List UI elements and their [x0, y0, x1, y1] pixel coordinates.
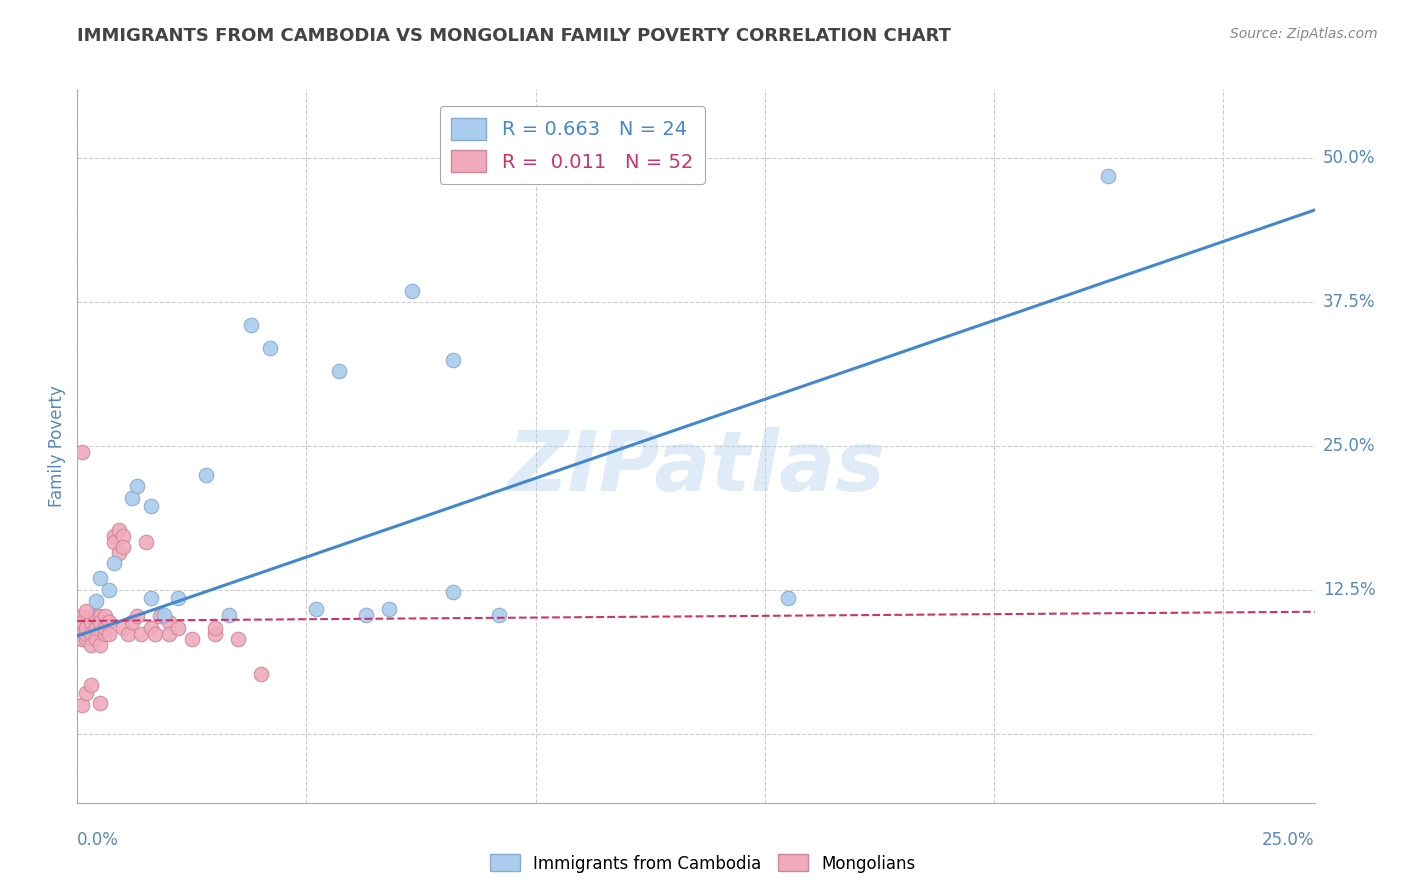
Point: [94, 609, 117, 624]
Point: [131, 626, 153, 640]
Text: ZIPatlas: ZIPatlas: [508, 427, 884, 508]
Point: [121, 615, 143, 629]
Point: [70, 698, 93, 712]
Text: IMMIGRANTS FROM CAMBODIA VS MONGOLIAN FAMILY POVERTY CORRELATION CHART: IMMIGRANTS FROM CAMBODIA VS MONGOLIAN FA…: [77, 27, 952, 45]
Point: [488, 608, 510, 623]
Point: [153, 608, 176, 623]
Point: [157, 615, 180, 629]
Point: [103, 557, 125, 571]
Point: [103, 534, 125, 549]
Point: [240, 318, 263, 333]
Point: [70, 609, 93, 624]
Point: [94, 626, 117, 640]
Point: [84, 632, 107, 647]
Point: [249, 666, 271, 681]
Text: Source: ZipAtlas.com: Source: ZipAtlas.com: [1230, 27, 1378, 41]
Point: [112, 529, 135, 543]
Point: [70, 632, 93, 647]
Point: [70, 626, 93, 640]
Point: [80, 638, 103, 652]
Point: [89, 638, 111, 652]
Legend: R = 0.663   N = 24, R =  0.011   N = 52: R = 0.663 N = 24, R = 0.011 N = 52: [440, 106, 704, 184]
Text: 50.0%: 50.0%: [1323, 149, 1375, 168]
Y-axis label: Family Poverty: Family Poverty: [48, 385, 66, 507]
Point: [103, 529, 125, 543]
Point: [117, 626, 139, 640]
Point: [157, 626, 180, 640]
Point: [204, 621, 226, 635]
Point: [125, 609, 148, 624]
Point: [76, 626, 98, 640]
Point: [76, 621, 98, 635]
Legend: Immigrants from Cambodia, Mongolians: Immigrants from Cambodia, Mongolians: [484, 847, 922, 880]
Point: [76, 604, 98, 618]
Point: [112, 621, 135, 635]
Point: [328, 364, 350, 378]
Point: [70, 615, 93, 629]
Point: [378, 602, 401, 616]
Text: 37.5%: 37.5%: [1323, 293, 1375, 311]
Point: [125, 479, 148, 493]
Point: [139, 499, 162, 513]
Point: [204, 626, 226, 640]
Text: 12.5%: 12.5%: [1323, 581, 1375, 599]
Point: [143, 626, 166, 640]
Point: [80, 678, 103, 692]
Point: [70, 444, 93, 458]
Point: [80, 609, 103, 624]
Point: [84, 621, 107, 635]
Point: [80, 615, 103, 629]
Point: [98, 626, 121, 640]
Point: [89, 571, 111, 585]
Text: 0.0%: 0.0%: [77, 831, 120, 849]
Point: [89, 609, 111, 624]
Point: [112, 541, 135, 555]
Point: [1097, 169, 1119, 183]
Point: [167, 591, 190, 605]
Point: [167, 621, 190, 635]
Point: [89, 615, 111, 629]
Point: [76, 632, 98, 647]
Point: [70, 621, 93, 635]
Text: 25.0%: 25.0%: [1263, 831, 1315, 849]
Point: [98, 582, 121, 597]
Point: [218, 608, 240, 623]
Point: [107, 523, 129, 537]
Point: [139, 621, 162, 635]
Point: [441, 352, 464, 367]
Point: [135, 534, 157, 549]
Point: [121, 491, 143, 505]
Point: [76, 686, 98, 700]
Point: [194, 467, 217, 482]
Text: 25.0%: 25.0%: [1323, 437, 1375, 455]
Point: [226, 632, 249, 647]
Point: [149, 609, 172, 624]
Point: [107, 546, 129, 560]
Point: [80, 626, 103, 640]
Point: [441, 585, 464, 599]
Point: [98, 615, 121, 629]
Point: [401, 284, 423, 298]
Point: [139, 591, 162, 605]
Point: [89, 696, 111, 710]
Point: [304, 602, 326, 616]
Point: [84, 609, 107, 624]
Point: [259, 341, 281, 355]
Point: [354, 608, 377, 623]
Point: [776, 591, 799, 605]
Point: [94, 621, 117, 635]
Point: [180, 632, 202, 647]
Point: [84, 594, 107, 608]
